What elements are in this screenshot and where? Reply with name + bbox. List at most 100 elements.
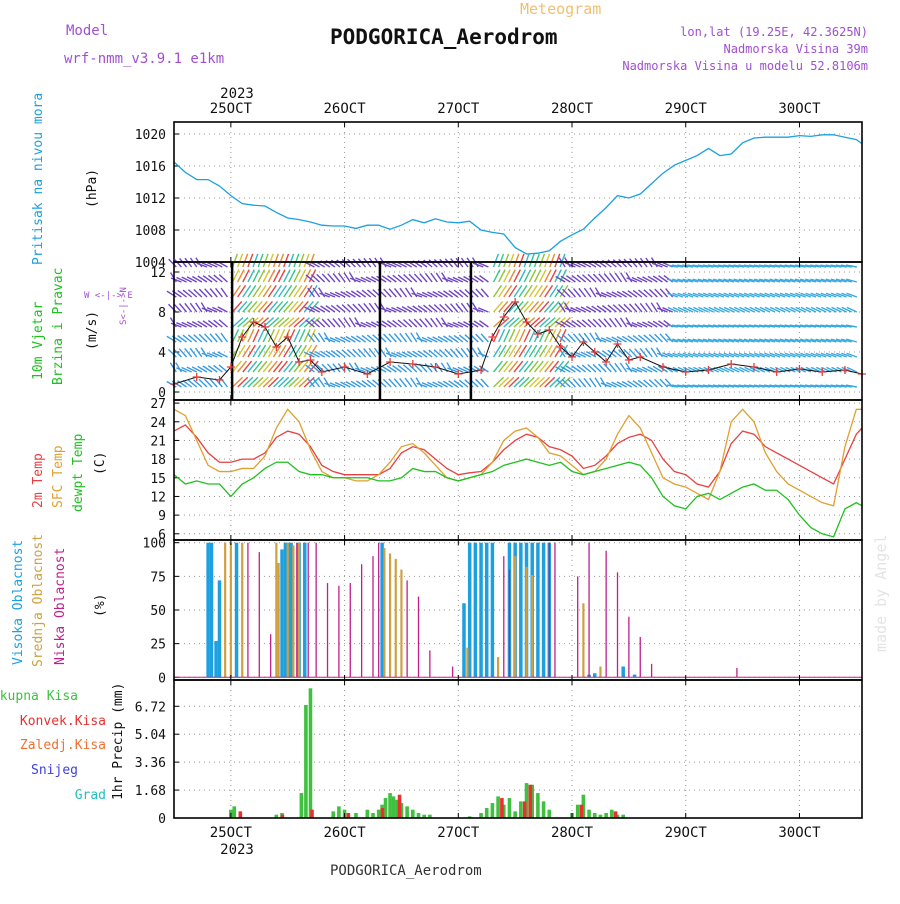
- srednja-oblacnost-bar: [531, 575, 534, 678]
- wind-barb: [402, 364, 413, 373]
- bottom-year: 2023: [220, 842, 254, 858]
- ukupna-kisa-bar: [274, 814, 279, 818]
- wind-barb: [419, 273, 428, 283]
- wind-barb: [587, 364, 597, 373]
- wind-barb: [841, 352, 853, 358]
- wind-barb: [697, 264, 709, 268]
- wind-barb: [196, 262, 208, 268]
- konvek-kisa-bar: [500, 798, 504, 818]
- wind-barb: [383, 333, 392, 343]
- top-date-label: 30OCT: [778, 101, 821, 117]
- wind-barb: [614, 317, 623, 328]
- wind-barb: [193, 379, 203, 388]
- wind-barb: [415, 377, 423, 388]
- ukupna-kisa-bar: [598, 814, 603, 818]
- wind-barb: [570, 307, 581, 313]
- srednja-oblacnost-bar: [525, 566, 528, 678]
- wind-barb: [503, 317, 515, 328]
- wind-barb: [421, 382, 433, 388]
- wind-barb: [177, 334, 187, 343]
- wind-barb: [202, 365, 213, 373]
- wind-barb: [623, 303, 633, 313]
- wind-barb: [647, 366, 658, 373]
- wind-barb: [437, 290, 448, 298]
- wind-barb: [349, 277, 361, 283]
- wind-barb: [656, 347, 664, 358]
- wind-barb: [632, 380, 643, 388]
- ukupna-kisa-bar: [405, 806, 409, 818]
- wind-barb: [293, 253, 300, 268]
- wind-barb: [666, 338, 678, 343]
- wind-barb: [658, 320, 668, 328]
- wind-barb: [391, 261, 402, 268]
- wind-barb: [600, 292, 612, 298]
- wind-barb: [320, 305, 331, 313]
- niska-oblacnost-bar: [360, 564, 363, 678]
- wind-barb: [733, 324, 745, 328]
- wind-barb: [779, 264, 791, 268]
- wind-barb: [498, 344, 507, 358]
- wind-barb: [846, 292, 858, 298]
- wind-barb: [693, 306, 704, 313]
- wind-barb: [656, 352, 668, 358]
- wind-barb: [332, 318, 341, 328]
- grad-label: Grad: [75, 788, 106, 803]
- wind-barb: [357, 258, 367, 268]
- wind-barb: [697, 324, 709, 328]
- wind-barb: [723, 352, 735, 358]
- wind-barb: [201, 307, 213, 313]
- wind-barb: [556, 379, 566, 388]
- konvek-label: Konvek.Kisa: [20, 714, 106, 729]
- wind-gust-marker: [306, 356, 315, 364]
- wind-barb: [215, 287, 223, 298]
- wind-barb: [298, 360, 309, 373]
- wind-barb: [298, 344, 308, 358]
- y-tick-label: 8: [158, 306, 166, 321]
- wind-barb: [774, 306, 786, 313]
- wind-barb: [687, 352, 699, 358]
- wind-barb: [825, 278, 837, 283]
- ukupna-kisa-bar: [428, 814, 432, 818]
- wind-barb: [707, 338, 719, 343]
- wind-barb: [789, 384, 801, 388]
- wind-barb: [352, 348, 361, 358]
- wind-barb: [417, 305, 428, 313]
- wind-barb: [632, 289, 643, 298]
- wind-barb: [583, 287, 592, 298]
- wind-barb: [498, 300, 509, 313]
- wind-barb: [554, 360, 565, 373]
- wind-barb: [592, 273, 602, 283]
- wind-barb: [413, 273, 423, 283]
- wind-barb: [252, 300, 263, 313]
- wind-barb: [267, 300, 279, 313]
- wind-barb: [408, 363, 418, 373]
- wind-barb: [393, 378, 402, 388]
- wind-barb: [717, 264, 730, 268]
- wind-barb: [656, 302, 664, 313]
- wind-barb: [733, 264, 745, 268]
- pressure-panel: 1004 1008 1012 1016 1020: [135, 121, 863, 271]
- wind-barb: [754, 352, 766, 358]
- wind-barb: [415, 332, 423, 343]
- wind-marker: [469, 262, 473, 400]
- footer-station: PODGORICA_Aerodrom: [330, 863, 482, 879]
- wind-barb: [267, 253, 274, 268]
- wind-gust-marker: [295, 358, 304, 366]
- wind-barb: [774, 278, 786, 283]
- wind-barb: [340, 381, 351, 388]
- wind-barb: [779, 324, 791, 328]
- wind-barb: [267, 269, 276, 283]
- wind-barb: [385, 307, 397, 313]
- wind-barb: [687, 338, 699, 343]
- wind-barb: [492, 329, 501, 343]
- wind-barb: [572, 333, 582, 343]
- visoka-oblacnost-bar: [214, 640, 218, 678]
- wind-barb: [323, 377, 331, 388]
- wind-barb: [528, 300, 540, 313]
- wind-barb: [631, 322, 643, 328]
- wind-barb: [257, 317, 270, 328]
- wind-barb: [433, 304, 443, 313]
- wind-barb: [288, 329, 296, 343]
- srednja-oblacnost-bar: [275, 542, 278, 678]
- wind-barb: [549, 269, 557, 283]
